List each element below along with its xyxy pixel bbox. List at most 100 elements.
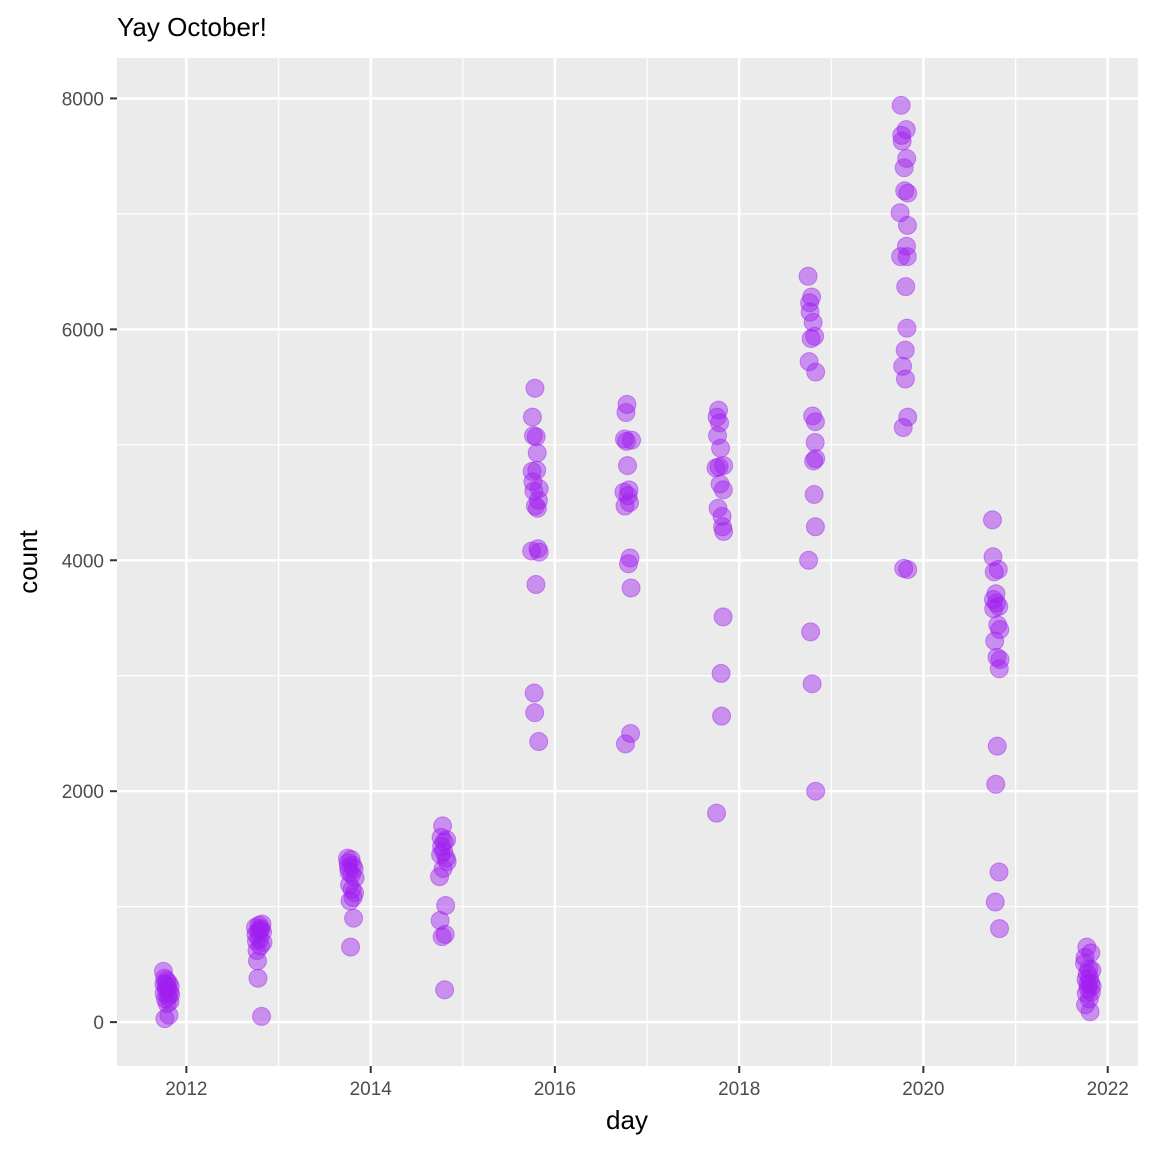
data-point [1082, 976, 1102, 996]
data-point [432, 927, 452, 947]
data-point [897, 318, 917, 338]
data-point [1075, 947, 1095, 967]
data-point [713, 517, 733, 537]
data-point [1081, 973, 1101, 993]
data-point [896, 120, 916, 140]
data-point [622, 430, 642, 450]
data-point [527, 460, 547, 480]
y-tick-label: 6000 [62, 320, 104, 341]
data-point [528, 539, 548, 559]
data-point [893, 356, 913, 376]
data-point [983, 547, 1003, 567]
data-point [621, 723, 641, 743]
data-point [898, 183, 918, 203]
data-point [803, 406, 823, 426]
data-point [529, 732, 549, 752]
data-point [986, 774, 1006, 794]
data-point [617, 394, 637, 414]
data-point [525, 703, 545, 723]
data-point [1078, 974, 1098, 994]
data-point [153, 961, 173, 981]
data-point [712, 506, 732, 526]
data-point [990, 650, 1010, 670]
data-point [987, 736, 1007, 756]
data-point [800, 302, 820, 322]
data-point [436, 896, 456, 916]
data-point [890, 203, 910, 223]
data-point [984, 599, 1004, 619]
data-point [339, 862, 359, 882]
data-point [158, 977, 178, 997]
data-point [433, 859, 453, 879]
data-point [984, 562, 1004, 582]
data-point [250, 929, 270, 949]
data-point [988, 560, 1008, 580]
data-point [157, 971, 177, 991]
data-point [989, 862, 1009, 882]
y-tick-label: 4000 [62, 551, 104, 572]
x-tick-label: 2018 [718, 1079, 760, 1100]
data-point [805, 326, 825, 346]
y-tick-label: 8000 [62, 89, 104, 110]
data-point [806, 362, 826, 382]
data-point [529, 542, 549, 562]
data-point [1081, 943, 1101, 963]
data-point [985, 631, 1005, 651]
data-point [160, 976, 180, 996]
data-point [709, 457, 729, 477]
data-point [804, 451, 824, 471]
data-point [706, 458, 726, 478]
data-point [895, 340, 915, 360]
data-point [897, 215, 917, 235]
plot-panel [117, 58, 1138, 1066]
data-point [345, 868, 365, 888]
data-point [529, 479, 549, 499]
grid-major-lines [117, 58, 1138, 1066]
data-point [155, 968, 175, 988]
data-point [615, 496, 635, 516]
data-point [341, 937, 361, 957]
data-point [714, 521, 734, 541]
x-axis: 2012 2014 2016 2018 2020 2022 [165, 1066, 1129, 1100]
data-point [342, 879, 362, 899]
data-point [898, 560, 918, 580]
y-axis-label: count [13, 529, 43, 593]
x-tick-label: 2020 [902, 1079, 944, 1100]
data-point [437, 852, 457, 872]
data-point [159, 982, 179, 1002]
data-point [1077, 964, 1097, 984]
data-point [158, 973, 178, 993]
data-point [343, 855, 363, 875]
data-point [1080, 1002, 1100, 1022]
data-point [432, 837, 452, 857]
data-point [526, 427, 546, 447]
data-point [341, 849, 361, 869]
data-point [252, 1006, 272, 1026]
data-point [523, 472, 543, 492]
data-point [1080, 968, 1100, 988]
data-point [983, 590, 1003, 610]
data-point [805, 517, 825, 537]
data-point [1082, 960, 1102, 980]
data-point [344, 908, 364, 928]
data-point [160, 991, 180, 1011]
data-point [252, 914, 272, 934]
y-tick-label: 2000 [62, 782, 104, 803]
data-point [804, 484, 824, 504]
data-point [619, 554, 639, 574]
data-point [892, 131, 912, 151]
data-point [616, 431, 636, 451]
data-point [801, 622, 821, 642]
data-point [436, 848, 456, 868]
y-axis: 0 2000 4000 6000 8000 [62, 89, 117, 1034]
data-point [619, 480, 639, 500]
data-point [896, 236, 916, 256]
data-point [435, 980, 455, 1000]
data-point [712, 706, 732, 726]
data-point [803, 312, 823, 332]
data-point [802, 674, 822, 694]
data-point [1081, 982, 1101, 1002]
data-point [522, 541, 542, 561]
data-point [897, 247, 917, 267]
